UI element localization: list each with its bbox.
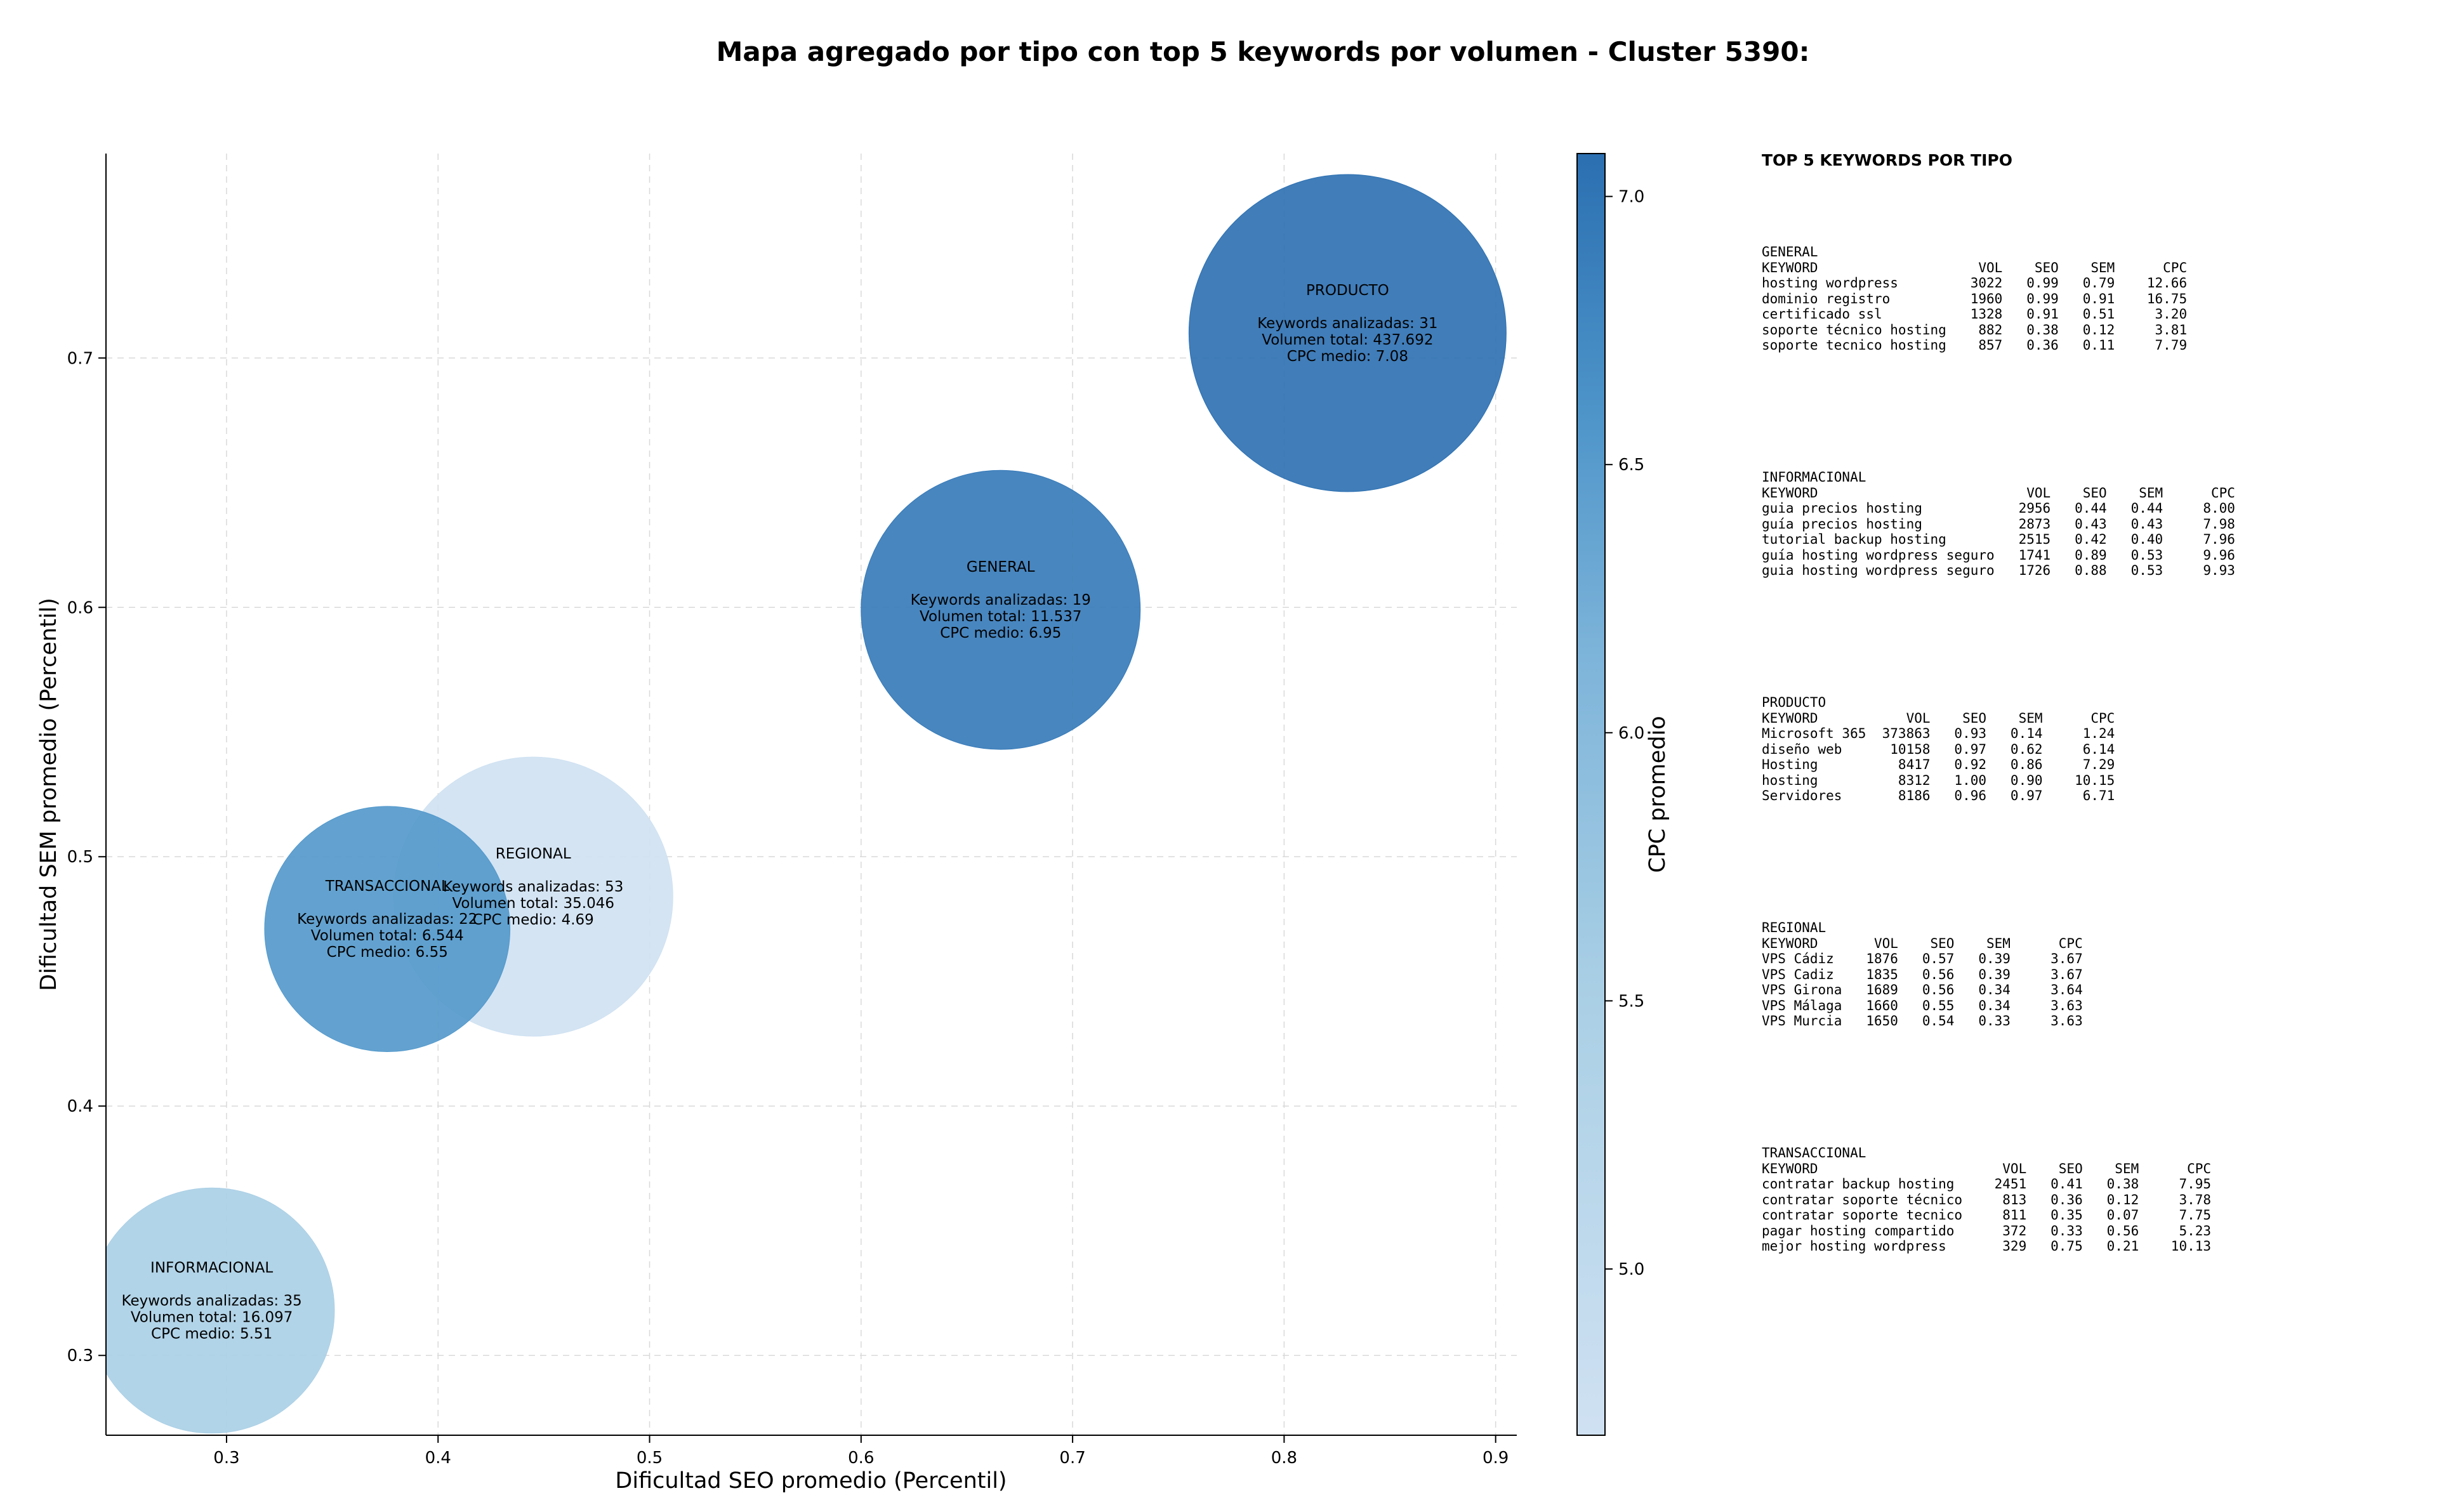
x-tick-label: 0.6 [848,1449,874,1468]
bubble-cpc-label: CPC medio: 5.51 [151,1326,272,1343]
keyword-table-producto: PRODUCTO KEYWORD VOL SEO SEM CPC Microso… [1762,695,2422,920]
bubble-volume-label: Volumen total: 11.537 [920,608,1082,625]
chart-title: Mapa agregado por tipo con top 5 keyword… [717,36,1810,67]
bubble-type-label: GENERAL [967,559,1035,575]
bubble-cpc-label: CPC medio: 7.08 [1287,348,1408,365]
bubble-keywords-label: Keywords analizadas: 35 [122,1293,302,1310]
y-tick-label: 0.5 [67,848,93,867]
bubble-volume-label: Volumen total: 35.046 [452,895,614,912]
keyword-table-regional: REGIONAL KEYWORD VOL SEO SEM CPC VPS Cád… [1762,920,2422,1145]
x-axis-label: Dificultad SEO promedio (Percentil) [615,1468,1007,1494]
x-tick-label: 0.5 [637,1449,663,1468]
colorbar-ticks: 5.0 5.5 6.0 6.5 7.0 [1605,188,1644,1279]
bubble-volume-label: Volumen total: 437.692 [1262,332,1433,348]
bubble-cpc-label: CPC medio: 6.95 [940,625,1061,641]
keyword-table-text: TRANSACCIONAL KEYWORD VOL SEO SEM CPC co… [1762,1145,2212,1254]
y-tick-label: 0.7 [67,349,93,368]
colorbar-tick-label: 6.0 [1618,724,1644,743]
colorbar-tick-label: 6.5 [1618,456,1644,475]
bubble-cpc-label: CPC medio: 4.69 [473,912,594,928]
bubble-general [861,470,1141,750]
bubble-type-label: PRODUCTO [1306,282,1389,299]
y-tick-label: 0.4 [67,1097,93,1116]
keyword-table-text: GENERAL KEYWORD VOL SEO SEM CPC hosting … [1762,244,2188,353]
x-tick-label: 0.9 [1483,1449,1509,1468]
bubble-keywords-label: Keywords analizadas: 22 [297,911,477,928]
x-tick-label: 0.8 [1271,1449,1297,1468]
y-ticks: 0.3 0.4 0.5 0.6 0.7 [67,349,106,1365]
colorbar-tick-label: 7.0 [1618,188,1644,207]
bubble-type-label: INFORMACIONAL [150,1260,273,1277]
bubble-type-label: REGIONAL [496,846,571,862]
bubble-informacional [106,1187,335,1434]
bubble-keywords-label: Keywords analizadas: 19 [911,592,1091,608]
bubbles [106,174,1507,1434]
bubble-type-label: TRANSACCIONAL [325,878,449,895]
keyword-table-text: PRODUCTO KEYWORD VOL SEO SEM CPC Microso… [1762,695,2115,803]
x-tick-label: 0.7 [1059,1449,1085,1468]
bubble-volume-label: Volumen total: 6.544 [311,928,464,944]
bubble-keywords-label: Keywords analizadas: 53 [443,879,623,895]
colorbar-tick-label: 5.5 [1618,992,1644,1011]
y-axis-label: Dificultad SEM promedio (Percentil) [36,598,62,991]
x-tick-label: 0.3 [213,1449,239,1468]
x-ticks: 0.3 0.4 0.5 0.6 0.7 0.8 0.9 [213,1435,1509,1468]
top-keywords-heading: TOP 5 KEYWORDS POR TIPO [1762,151,2012,169]
colorbar-label: CPC promedio [1645,716,1670,872]
bubble-transaccional [264,806,511,1053]
keyword-table-general: GENERAL KEYWORD VOL SEO SEM CPC hosting … [1762,244,2422,470]
keyword-table-text: INFORMACIONAL KEYWORD VOL SEO SEM CPC gu… [1762,470,2235,578]
bubble-producto [1188,174,1507,492]
top-keywords-panel: TOP 5 KEYWORDS POR TIPO GENERAL KEYWORD … [1762,151,2422,1371]
bubble-cpc-label: CPC medio: 6.55 [327,944,448,961]
keyword-table-text: REGIONAL KEYWORD VOL SEO SEM CPC VPS Cád… [1762,920,2083,1029]
y-tick-label: 0.3 [67,1346,93,1365]
bubble-keywords-label: Keywords analizadas: 31 [1257,315,1437,332]
colorbar [1576,153,1606,1436]
keyword-table-transaccional: TRANSACCIONAL KEYWORD VOL SEO SEM CPC co… [1762,1145,2422,1371]
x-tick-label: 0.4 [425,1449,451,1468]
bubble-volume-label: Volumen total: 16.097 [131,1310,293,1326]
y-tick-label: 0.6 [67,598,93,617]
keyword-table-informacional: INFORMACIONAL KEYWORD VOL SEO SEM CPC gu… [1762,470,2422,695]
colorbar-tick-label: 5.0 [1618,1260,1644,1279]
